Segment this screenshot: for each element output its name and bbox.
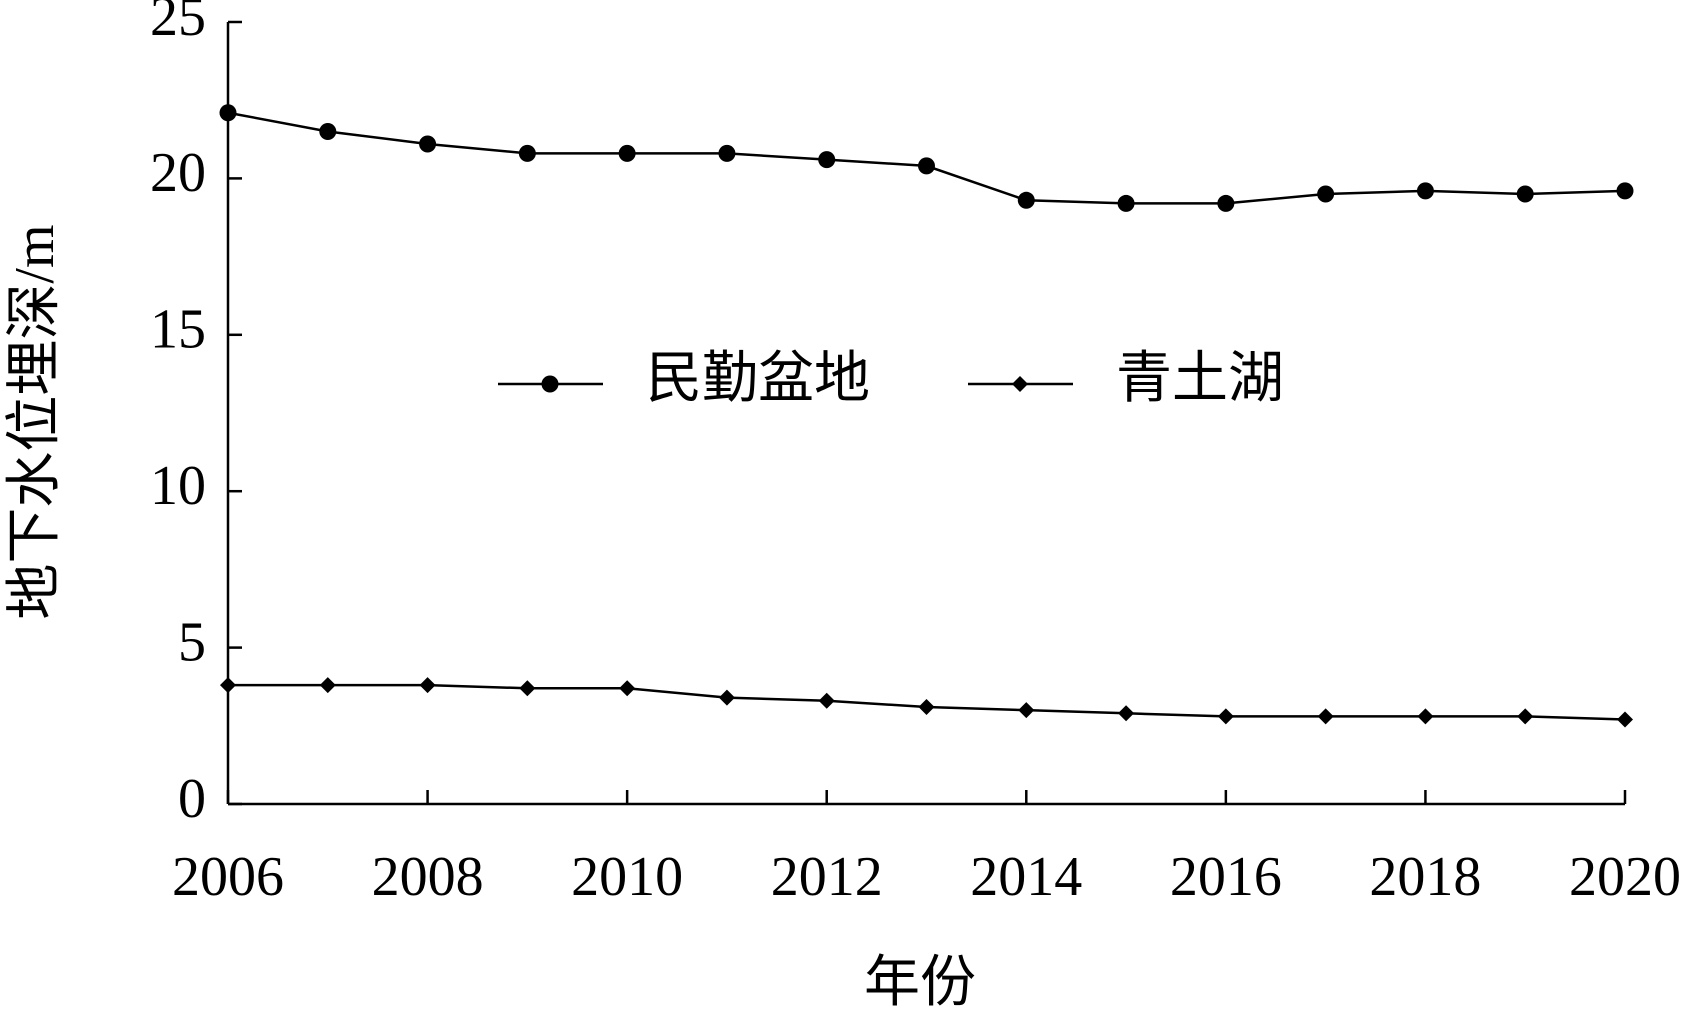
- x-tick-label: 2020: [1569, 846, 1681, 908]
- data-point: [718, 144, 736, 162]
- x-tick-label: 2018: [1369, 846, 1481, 908]
- data-point: [1617, 711, 1633, 728]
- y-tick-label: 0: [178, 768, 206, 830]
- x-tick-label: 2008: [372, 846, 484, 908]
- data-point: [1118, 705, 1135, 722]
- data-point: [619, 680, 636, 697]
- data-point: [319, 122, 337, 140]
- x-tick-label: 2014: [970, 846, 1082, 908]
- y-tick-label: 15: [150, 299, 206, 361]
- data-point: [818, 692, 835, 709]
- data-point: [1117, 194, 1135, 212]
- data-point: [1517, 708, 1534, 725]
- data-point: [918, 157, 935, 175]
- y-tick-label: 5: [178, 611, 206, 673]
- y-axis-title: 地下水位埋深/m: [4, 224, 66, 619]
- y-tick-label: 25: [150, 0, 206, 48]
- data-point: [618, 144, 636, 162]
- data-point: [918, 699, 935, 716]
- data-point: [519, 680, 536, 697]
- data-point: [1417, 708, 1434, 725]
- x-tick-label: 2016: [1170, 846, 1282, 908]
- data-point: [419, 135, 437, 153]
- x-tick-label: 2010: [571, 846, 683, 908]
- data-point: [818, 151, 836, 169]
- data-point: [518, 144, 536, 162]
- x-axis-title: 年份: [864, 952, 976, 1014]
- legend-marker: [541, 375, 559, 393]
- x-tick-label: 2012: [771, 846, 883, 908]
- data-point: [1018, 702, 1035, 719]
- data-point: [1217, 194, 1235, 212]
- data-point: [319, 677, 336, 694]
- data-point: [718, 689, 735, 706]
- data-point: [1217, 708, 1234, 725]
- data-point: [1416, 182, 1434, 200]
- data-point: [219, 104, 237, 122]
- x-tick-label: 2006: [172, 846, 284, 908]
- data-point: [1516, 185, 1534, 203]
- data-point: [1017, 191, 1035, 209]
- data-point: [419, 677, 436, 694]
- data-point: [220, 677, 236, 694]
- legend-marker: [1012, 376, 1028, 392]
- y-tick-label: 10: [150, 455, 206, 517]
- data-point: [1317, 708, 1334, 725]
- y-tick-label: 20: [150, 142, 206, 204]
- data-point: [1616, 182, 1634, 200]
- legend-label: 青土湖: [1116, 348, 1284, 410]
- legend-label: 民勤盆地: [646, 348, 870, 410]
- data-point: [1317, 185, 1335, 203]
